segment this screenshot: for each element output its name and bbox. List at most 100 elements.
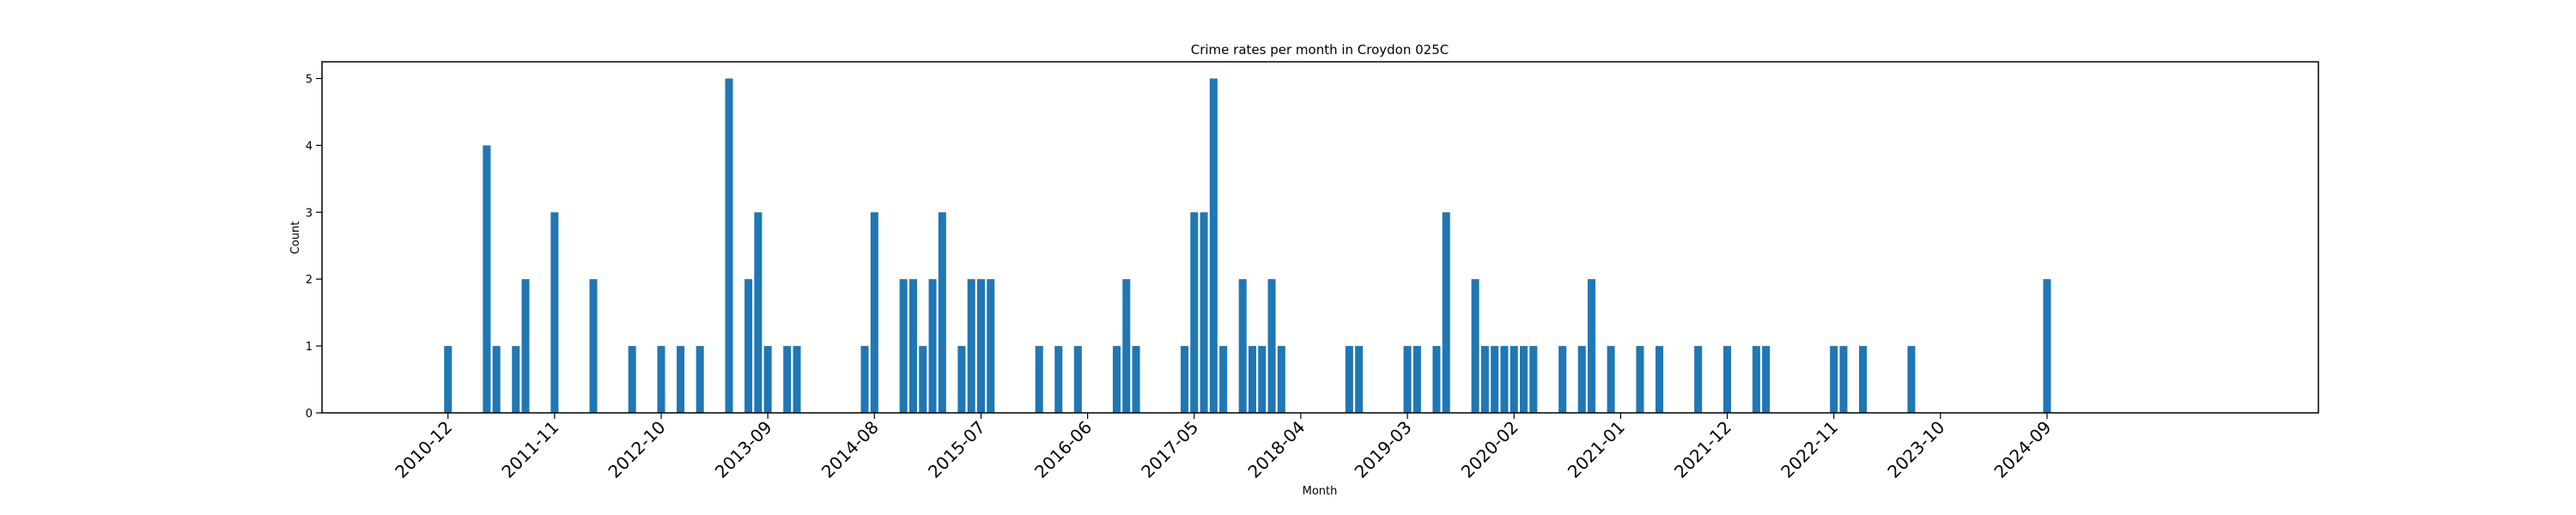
bar-2015-03 bbox=[938, 212, 946, 413]
bar-2017-08 bbox=[1219, 346, 1228, 413]
y-tick-label: 1 bbox=[306, 341, 313, 354]
bar-2022-04 bbox=[1762, 346, 1771, 413]
bar-2018-02 bbox=[1277, 346, 1285, 413]
x-tick-label: 2021-12 bbox=[1670, 417, 1735, 482]
bar-2013-02 bbox=[696, 346, 704, 413]
bar-2015-07 bbox=[976, 279, 985, 413]
y-axis: 0 1 2 3 4 5 bbox=[306, 73, 322, 421]
bar-2017-06 bbox=[1200, 212, 1208, 413]
bar-2020-10 bbox=[1588, 279, 1596, 413]
x-tick-label: 2021-01 bbox=[1564, 417, 1629, 482]
x-tick-label: 2019-03 bbox=[1351, 417, 1416, 482]
bar-2011-04 bbox=[483, 145, 491, 413]
bar-2021-03 bbox=[1636, 346, 1644, 413]
bar-2023-07 bbox=[1907, 346, 1916, 413]
x-axis-label: Month bbox=[1303, 485, 1338, 498]
bar-2014-07 bbox=[860, 346, 869, 413]
bar-2013-05 bbox=[725, 78, 733, 413]
x-tick-label: 2020-02 bbox=[1457, 417, 1522, 482]
bar-2016-11 bbox=[1132, 346, 1140, 413]
bar-2015-08 bbox=[987, 279, 995, 413]
bar-2019-04 bbox=[1413, 346, 1421, 413]
bar-2011-08 bbox=[521, 279, 530, 413]
y-tick-label: 0 bbox=[306, 408, 313, 421]
bar-2012-10 bbox=[657, 346, 665, 413]
x-tick-label: 2024-09 bbox=[1990, 417, 2055, 482]
x-tick-label: 2011-11 bbox=[497, 417, 562, 482]
bar-2015-02 bbox=[928, 279, 937, 413]
bar-2011-11 bbox=[550, 212, 559, 413]
bar-2023-02 bbox=[1859, 346, 1868, 413]
bar-2016-01 bbox=[1035, 346, 1043, 413]
bar-2012-12 bbox=[677, 346, 685, 413]
bar-2013-07 bbox=[744, 279, 753, 413]
bar-2017-05 bbox=[1190, 212, 1199, 413]
bar-2019-06 bbox=[1432, 346, 1441, 413]
bar-2014-08 bbox=[870, 212, 878, 413]
y-tick-label: 4 bbox=[306, 140, 313, 153]
bar-2016-09 bbox=[1112, 346, 1121, 413]
y-tick-label: 2 bbox=[306, 274, 313, 287]
bar-2017-07 bbox=[1209, 78, 1218, 413]
y-tick-label: 5 bbox=[306, 73, 313, 86]
bar-2021-05 bbox=[1656, 346, 1664, 413]
bar-2022-03 bbox=[1752, 346, 1760, 413]
bar-2021-12 bbox=[1723, 346, 1732, 413]
bar-2010-12 bbox=[444, 346, 453, 413]
bar-2013-09 bbox=[763, 346, 772, 413]
bar-2013-11 bbox=[783, 346, 792, 413]
bar-2011-07 bbox=[512, 346, 520, 413]
bar-2020-09 bbox=[1577, 346, 1586, 413]
x-tick-label: 2017-05 bbox=[1137, 417, 1202, 482]
bar-2017-10 bbox=[1238, 279, 1247, 413]
bar-2016-03 bbox=[1054, 346, 1063, 413]
bar-2020-04 bbox=[1529, 346, 1538, 413]
x-tick-label: 2018-04 bbox=[1243, 417, 1309, 482]
bar-2020-01 bbox=[1500, 346, 1509, 413]
bar-2022-11 bbox=[1830, 346, 1838, 413]
bar-2017-04 bbox=[1180, 346, 1189, 413]
x-tick-label: 2023-10 bbox=[1883, 417, 1948, 482]
bar-2016-05 bbox=[1073, 346, 1082, 413]
bar-2018-01 bbox=[1267, 279, 1276, 413]
x-axis: 2010-12 2011-11 2012-10 2013-09 2014-08 2015-… bbox=[391, 413, 2056, 482]
bar-2017-11 bbox=[1248, 346, 1257, 413]
bar-2024-09 bbox=[2043, 279, 2051, 413]
bar-2015-06 bbox=[967, 279, 975, 413]
bar-2016-10 bbox=[1122, 279, 1131, 413]
bar-2015-05 bbox=[957, 346, 966, 413]
x-tick-label: 2013-09 bbox=[711, 417, 776, 482]
bar-2022-12 bbox=[1839, 346, 1848, 413]
bar-2020-07 bbox=[1558, 346, 1567, 413]
bar-2013-12 bbox=[793, 346, 801, 413]
x-tick-label: 2012-10 bbox=[604, 417, 669, 482]
chart-title: Crime rates per month in Croydon 025C bbox=[1191, 42, 1449, 58]
plot-area bbox=[321, 61, 2319, 414]
bar-2019-10 bbox=[1471, 279, 1479, 413]
bar-2012-03 bbox=[589, 279, 598, 413]
bar-2019-07 bbox=[1442, 212, 1450, 413]
bar-2020-02 bbox=[1510, 346, 1518, 413]
x-tick-label: 2016-06 bbox=[1030, 417, 1096, 482]
x-tick-label: 2010-12 bbox=[391, 417, 456, 482]
bar-2021-09 bbox=[1694, 346, 1703, 413]
bar-2018-09 bbox=[1345, 346, 1353, 413]
x-tick-label: 2022-11 bbox=[1777, 417, 1842, 482]
bar-2019-12 bbox=[1491, 346, 1499, 413]
bar-2017-12 bbox=[1258, 346, 1267, 413]
bar-2015-01 bbox=[919, 346, 927, 413]
bar-2014-12 bbox=[908, 279, 917, 413]
bar-2019-11 bbox=[1480, 346, 1489, 413]
bar-2020-03 bbox=[1520, 346, 1528, 413]
bars bbox=[444, 78, 2051, 413]
bar-2020-12 bbox=[1607, 346, 1615, 413]
bar-2011-05 bbox=[492, 346, 501, 413]
bar-2014-11 bbox=[899, 279, 908, 413]
bar-2018-10 bbox=[1355, 346, 1364, 413]
bar-2019-03 bbox=[1403, 346, 1412, 413]
bar-2013-08 bbox=[754, 212, 762, 413]
y-tick-label: 3 bbox=[306, 207, 313, 220]
x-tick-label: 2014-08 bbox=[817, 417, 883, 482]
bar-2012-07 bbox=[628, 346, 636, 413]
